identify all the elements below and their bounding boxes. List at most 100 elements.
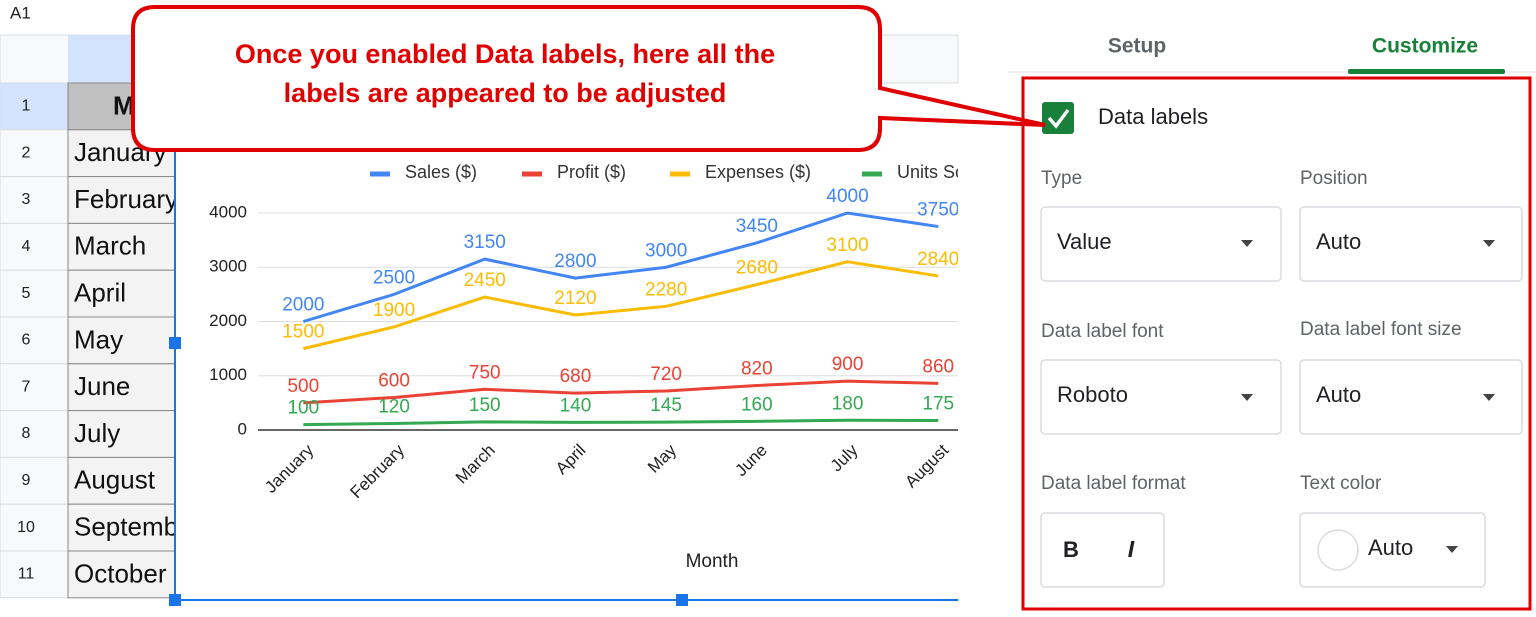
legend-label: Sales ($) — [405, 162, 477, 182]
chart-editor-panel: Setup Customize Data labels Type Positio… — [1008, 0, 1536, 617]
dropdown-value: Auto — [1316, 229, 1361, 254]
dropdown-value: Value — [1057, 229, 1112, 254]
row-header[interactable] — [0, 129, 69, 178]
row-number: 11 — [18, 566, 35, 583]
data-label: 600 — [378, 370, 410, 391]
dropdown-arrow — [1483, 240, 1495, 247]
field-label: Data label font — [1041, 321, 1164, 342]
data-label: 150 — [469, 395, 501, 416]
series-line — [303, 418, 939, 427]
row-number: 7 — [22, 378, 31, 395]
font-dropdown[interactable] — [1040, 359, 1282, 435]
dropdown-arrow — [1483, 394, 1495, 401]
type-dropdown[interactable] — [1040, 206, 1282, 282]
row-number: 9 — [22, 472, 31, 489]
setup-tab[interactable]: Setup — [1108, 35, 1166, 58]
data-label: 140 — [560, 395, 592, 416]
data-label: 820 — [741, 359, 773, 380]
data-label: 680 — [560, 366, 592, 387]
row-number: 4 — [22, 238, 31, 255]
data-label: 1500 — [282, 322, 324, 343]
checkbox-label[interactable]: Data labels — [1098, 104, 1208, 129]
data-label: 175 — [922, 394, 954, 415]
data-label: 3450 — [736, 216, 778, 237]
row-header[interactable] — [0, 456, 69, 505]
row-header[interactable] — [0, 176, 69, 224]
dropdown-arrow — [1241, 240, 1253, 247]
row-header[interactable] — [0, 269, 69, 318]
dropdown-value: Auto — [1316, 382, 1361, 407]
dropdown-value: Roboto — [1057, 382, 1128, 407]
field-label: Type — [1041, 168, 1082, 189]
legend-label: Expenses ($) — [705, 162, 811, 182]
italic-button[interactable]: I — [1128, 536, 1135, 562]
resize-handle[interactable] — [169, 594, 181, 606]
data-label: 145 — [650, 395, 682, 416]
callout: Once you enabled Data labels, here all t… — [131, 5, 1046, 152]
field-label: Position — [1300, 168, 1368, 189]
data-label: 2120 — [554, 288, 596, 309]
row-header[interactable] — [0, 550, 69, 599]
dropdown-arrow — [1241, 394, 1253, 401]
row-number: 2 — [22, 144, 31, 161]
row-number: 8 — [22, 425, 31, 442]
data-label: 3100 — [826, 235, 868, 256]
row-number: 3 — [22, 191, 31, 208]
y-tick-label: 0 — [238, 419, 247, 438]
cell-text: October — [74, 558, 167, 588]
cell-text: May — [74, 324, 123, 354]
series-line — [302, 211, 939, 323]
color-swatch — [1317, 529, 1359, 571]
callout-text: labels are appeared to be adjusted — [284, 78, 727, 108]
cell-text: February — [74, 184, 178, 214]
row-number: 6 — [22, 332, 31, 349]
y-tick-label: 3000 — [209, 257, 247, 276]
legend-label: Units Sold — [897, 162, 979, 182]
row-header[interactable] — [0, 363, 69, 412]
row-header[interactable] — [0, 222, 69, 271]
resize-handle[interactable] — [676, 594, 688, 606]
data-label: 1900 — [373, 300, 415, 321]
format-buttons — [1040, 512, 1165, 588]
position-dropdown[interactable] — [1299, 206, 1523, 282]
cell-text: June — [74, 371, 130, 401]
row-number: 5 — [22, 285, 31, 302]
row-number: 10 — [17, 519, 35, 536]
series-line — [303, 260, 939, 351]
customize-tab[interactable]: Customize — [1372, 35, 1478, 58]
color-value: Auto — [1368, 535, 1413, 560]
field-label: Data label format — [1041, 473, 1186, 494]
y-tick-label: 1000 — [209, 365, 247, 384]
dropdown-arrow — [1446, 546, 1458, 553]
data-label: 900 — [832, 354, 864, 375]
data-label: 500 — [287, 376, 319, 397]
callout-text: Once you enabled Data labels, here all t… — [235, 39, 775, 69]
bold-button[interactable]: B — [1063, 537, 1079, 562]
data-label: 2500 — [373, 267, 415, 288]
data-label: 750 — [469, 362, 501, 383]
data-label: 2840 — [917, 249, 959, 270]
field-label: Text color — [1300, 473, 1382, 494]
data-label: 2000 — [282, 295, 324, 316]
checkbox[interactable] — [1042, 102, 1074, 134]
data-label: 4000 — [826, 186, 868, 207]
resize-handle[interactable] — [169, 337, 181, 349]
data-label: 100 — [287, 398, 319, 419]
data-label: 2450 — [464, 270, 506, 291]
y-tick-label: 2000 — [209, 311, 247, 330]
row-header[interactable] — [0, 316, 69, 365]
series-line — [303, 379, 939, 405]
cell-text: August — [74, 465, 156, 495]
cell-text: July — [74, 418, 120, 448]
font-size-dropdown[interactable] — [1299, 359, 1523, 435]
data-label: 2800 — [554, 251, 596, 272]
highlight-box — [1021, 76, 1532, 611]
y-tick-label: 4000 — [209, 202, 247, 221]
name-box[interactable]: A1 — [10, 3, 31, 22]
field-label: Data label font size — [1300, 319, 1462, 340]
cell-text: March — [74, 231, 146, 261]
row-header[interactable] — [0, 82, 69, 131]
data-label: 2280 — [645, 279, 687, 300]
row-header[interactable] — [0, 410, 69, 458]
